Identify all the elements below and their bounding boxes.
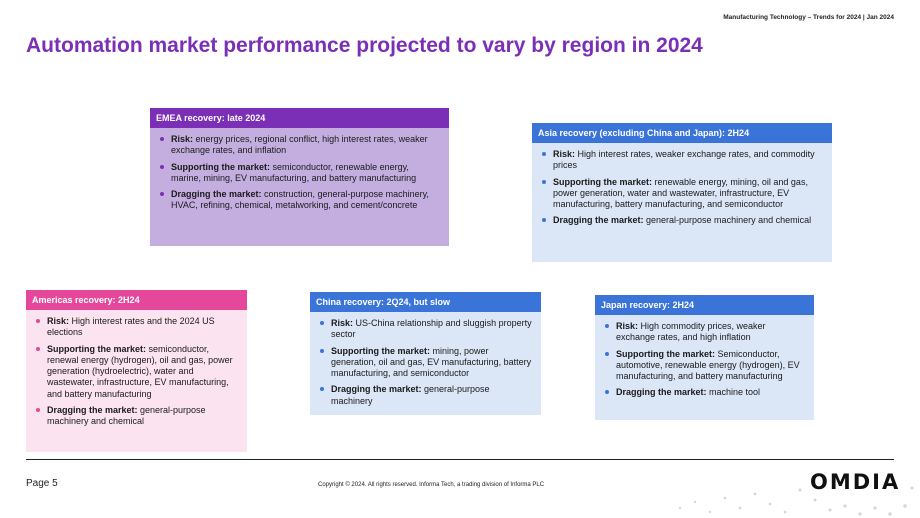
supporting-text: semiconductor, renewal energy (hydrogen)… bbox=[47, 343, 233, 399]
emea-bullet-dragging: Dragging the market: construction, gener… bbox=[158, 189, 441, 212]
footer-divider bbox=[26, 459, 894, 460]
bullet-dot-icon bbox=[605, 390, 609, 395]
risk-text: High interest rates, weaker exchange rat… bbox=[553, 149, 815, 171]
bullet-dot-icon bbox=[160, 192, 164, 197]
supporting-label: Supporting the market: bbox=[616, 348, 716, 359]
asia-card-heading: Asia recovery (excluding China and Japan… bbox=[532, 123, 832, 143]
supporting-text: renewable energy, mining, oil and gas, p… bbox=[553, 176, 808, 210]
dragging-text: general-purpose machinery bbox=[331, 384, 490, 406]
dragging-label: Dragging the market: bbox=[171, 189, 262, 200]
emea-card: EMEA recovery: late 2024 Risk: energy pr… bbox=[150, 108, 449, 246]
supporting-text: Semiconductor, automotive, renewable ene… bbox=[616, 348, 800, 382]
dragging-text: machine tool bbox=[706, 387, 761, 398]
americas-card-body: Risk: High interest rates and the 2024 U… bbox=[26, 310, 247, 439]
supporting-label: Supporting the market: bbox=[331, 345, 431, 356]
risk-label: Risk: bbox=[47, 316, 70, 326]
bullet-dot-icon bbox=[605, 324, 609, 328]
bullet-dot-icon bbox=[160, 137, 164, 141]
risk-label: Risk: bbox=[331, 318, 354, 328]
emea-card-heading: EMEA recovery: late 2024 bbox=[150, 108, 449, 128]
risk-label: Risk: bbox=[171, 134, 194, 144]
japan-bullet-supporting: Supporting the market: Semiconductor, au… bbox=[603, 349, 806, 383]
risk-text: High interest rates and the 2024 US elec… bbox=[47, 316, 215, 338]
americas-card: Americas recovery: 2H24 Risk: High inter… bbox=[26, 290, 247, 452]
japan-card-body: Risk: High commodity prices, weaker exch… bbox=[595, 315, 814, 410]
supporting-label: Supporting the market: bbox=[553, 176, 653, 187]
emea-bullet-list: Risk: energy prices, regional conflict, … bbox=[158, 134, 441, 212]
asia-bullet-risk: Risk: High interest rates, weaker exchan… bbox=[540, 149, 824, 172]
risk-label: Risk: bbox=[553, 149, 576, 159]
risk-text: US-China relationship and sluggish prope… bbox=[331, 318, 532, 340]
bullet-dot-icon bbox=[36, 319, 40, 323]
china-bullet-supporting: Supporting the market: mining, power gen… bbox=[318, 346, 533, 380]
dragging-text: construction, general-purpose machinery,… bbox=[171, 189, 429, 211]
dragging-label: Dragging the market: bbox=[553, 215, 644, 226]
dragging-label: Dragging the market: bbox=[47, 405, 138, 416]
bullet-dot-icon bbox=[542, 218, 546, 223]
japan-card-heading: Japan recovery: 2H24 bbox=[595, 295, 814, 315]
dragging-label: Dragging the market: bbox=[331, 384, 422, 395]
risk-label: Risk: bbox=[616, 321, 639, 331]
risk-text: High commodity prices, weaker exchange r… bbox=[616, 321, 766, 343]
japan-bullet-dragging: Dragging the market: machine tool bbox=[603, 387, 806, 398]
page-number: Page 5 bbox=[26, 478, 58, 489]
dragging-text: general-purpose machinery and chemical bbox=[643, 215, 812, 226]
decorative-dot-pattern bbox=[678, 486, 914, 516]
bullet-dot-icon bbox=[160, 164, 164, 169]
china-card: China recovery: 2Q24, but slow Risk: US-… bbox=[310, 292, 541, 415]
bullet-dot-icon bbox=[36, 408, 40, 413]
americas-bullet-risk: Risk: High interest rates and the 2024 U… bbox=[34, 316, 239, 339]
americas-bullet-list: Risk: High interest rates and the 2024 U… bbox=[34, 316, 239, 428]
japan-bullet-list: Risk: High commodity prices, weaker exch… bbox=[603, 321, 806, 399]
bullet-dot-icon bbox=[542, 179, 546, 184]
asia-card: Asia recovery (excluding China and Japan… bbox=[532, 123, 832, 262]
americas-card-heading: Americas recovery: 2H24 bbox=[26, 290, 247, 310]
bullet-dot-icon bbox=[320, 348, 324, 353]
china-bullet-dragging: Dragging the market: general-purpose mac… bbox=[318, 384, 533, 407]
supporting-label: Supporting the market: bbox=[47, 343, 147, 354]
supporting-text: semiconductor, renewable energy, marine,… bbox=[171, 161, 417, 183]
supporting-text: mining, power generation, oil and gas, E… bbox=[331, 345, 532, 379]
dragging-label: Dragging the market: bbox=[616, 387, 707, 398]
japan-bullet-risk: Risk: High commodity prices, weaker exch… bbox=[603, 321, 806, 344]
americas-bullet-dragging: Dragging the market: general-purpose mac… bbox=[34, 405, 239, 428]
supporting-label: Supporting the market: bbox=[171, 161, 271, 172]
americas-bullet-supporting: Supporting the market: semiconductor, re… bbox=[34, 344, 239, 400]
emea-bullet-risk: Risk: energy prices, regional conflict, … bbox=[158, 134, 441, 157]
china-bullet-risk: Risk: US-China relationship and sluggish… bbox=[318, 318, 533, 341]
omdia-logo: OMDIA bbox=[810, 470, 901, 494]
bullet-dot-icon bbox=[36, 346, 40, 351]
bullet-dot-icon bbox=[542, 152, 546, 156]
dragging-text: general-purpose machinery and chemical bbox=[47, 405, 206, 427]
emea-card-body: Risk: energy prices, regional conflict, … bbox=[150, 128, 449, 223]
asia-bullet-supporting: Supporting the market: renewable energy,… bbox=[540, 177, 824, 211]
bullet-dot-icon bbox=[320, 387, 324, 392]
china-bullet-list: Risk: US-China relationship and sluggish… bbox=[318, 318, 533, 407]
asia-bullet-dragging: Dragging the market: general-purpose mac… bbox=[540, 215, 824, 226]
china-card-body: Risk: US-China relationship and sluggish… bbox=[310, 312, 541, 418]
asia-bullet-list: Risk: High interest rates, weaker exchan… bbox=[540, 149, 824, 227]
risk-text: energy prices, regional conflict, high i… bbox=[171, 134, 428, 156]
china-card-heading: China recovery: 2Q24, but slow bbox=[310, 292, 541, 312]
emea-bullet-supporting: Supporting the market: semiconductor, re… bbox=[158, 162, 441, 185]
page-title: Automation market performance projected … bbox=[26, 34, 703, 57]
copyright-text: Copyright © 2024. All rights reserved. I… bbox=[318, 482, 545, 488]
header-note: Manufacturing Technology – Trends for 20… bbox=[723, 14, 894, 21]
bullet-dot-icon bbox=[320, 321, 324, 325]
asia-card-body: Risk: High interest rates, weaker exchan… bbox=[532, 143, 832, 238]
bullet-dot-icon bbox=[605, 351, 609, 356]
japan-card: Japan recovery: 2H24 Risk: High commodit… bbox=[595, 295, 814, 420]
